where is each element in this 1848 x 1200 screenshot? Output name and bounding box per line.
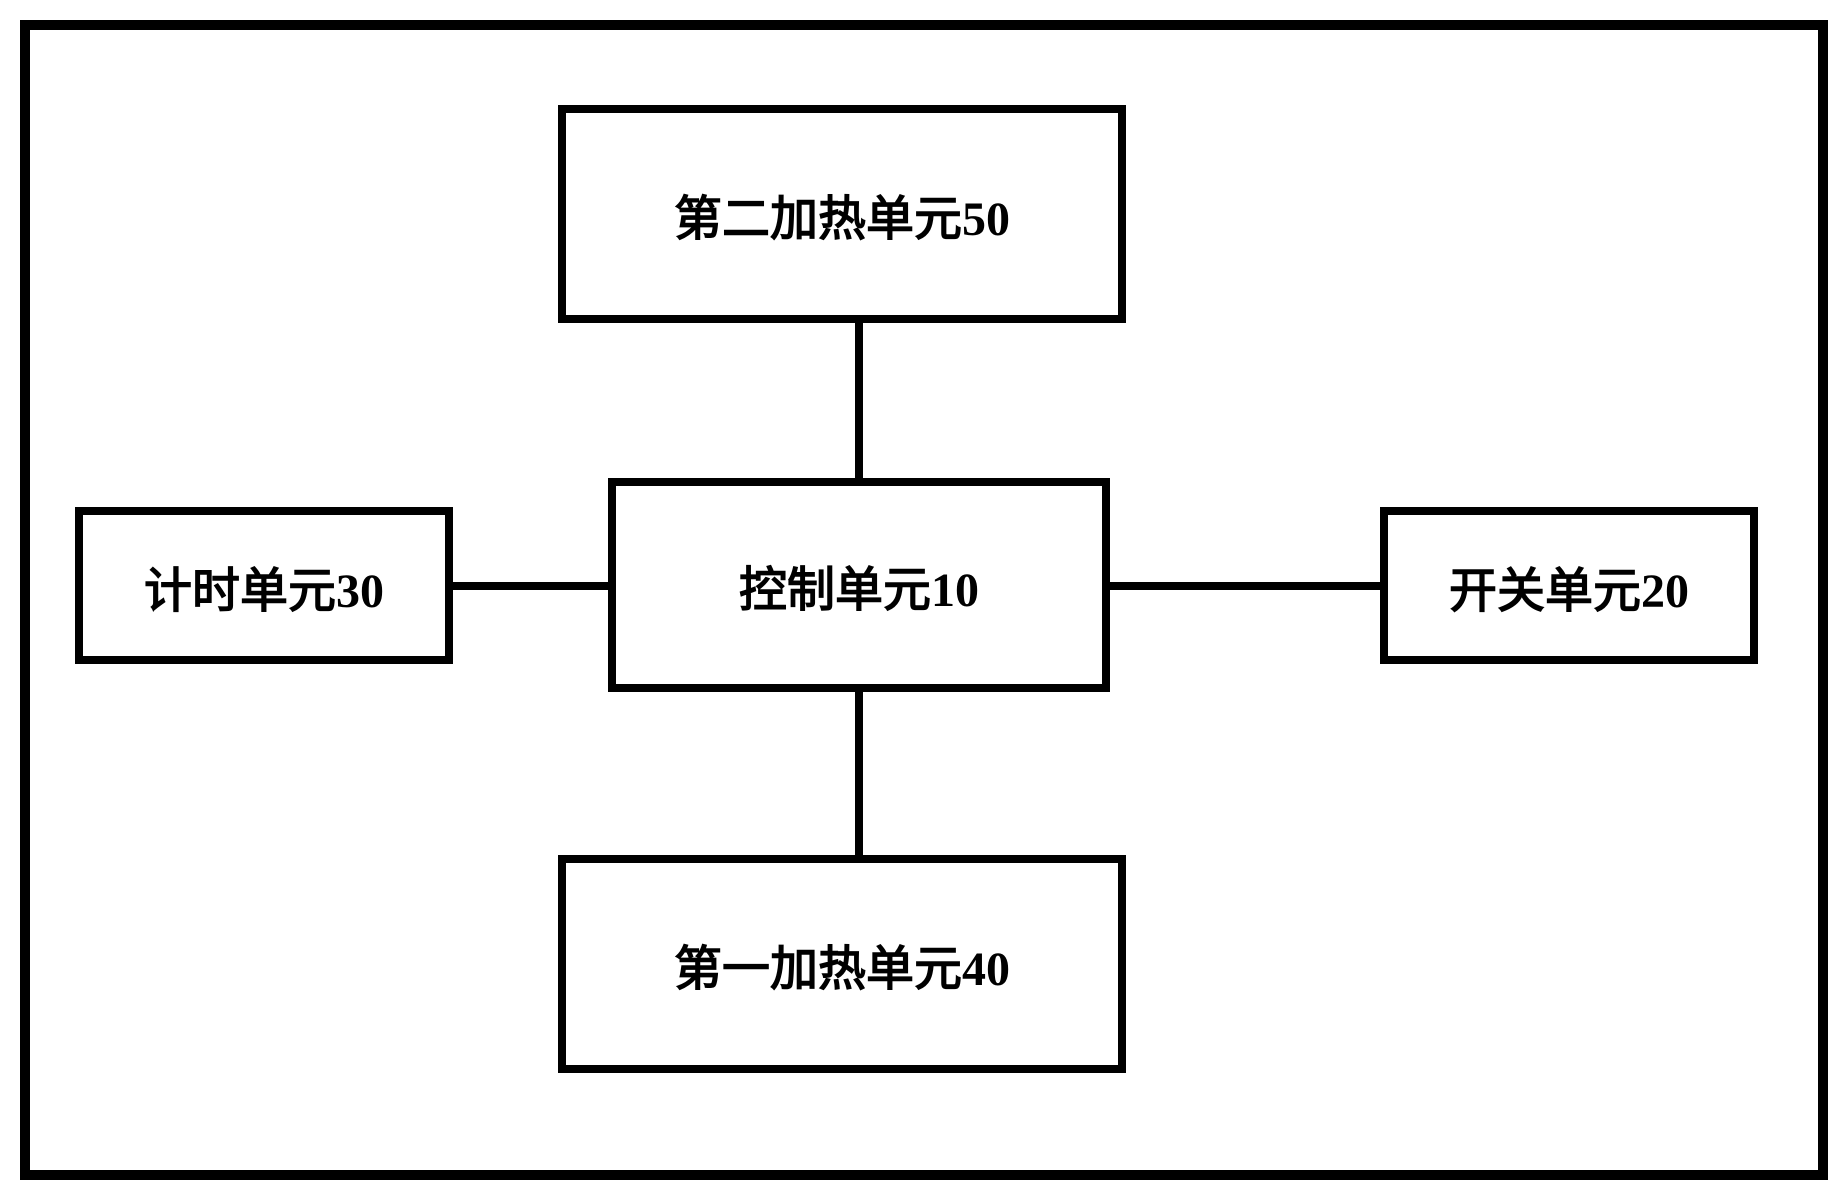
node-heating1: 第一加热单元40 bbox=[558, 855, 1126, 1073]
node-heating1-label: 第一加热单元40 bbox=[674, 929, 1010, 999]
node-timer-label: 计时单元30 bbox=[144, 551, 384, 621]
edge-center-right bbox=[1110, 582, 1380, 590]
node-switch-label: 开关单元20 bbox=[1449, 551, 1689, 621]
edge-left-center bbox=[453, 582, 608, 590]
node-control-label: 控制单元10 bbox=[739, 550, 979, 620]
node-heating2-label: 第二加热单元50 bbox=[674, 179, 1010, 249]
node-timer: 计时单元30 bbox=[75, 507, 453, 664]
edge-top-center bbox=[855, 323, 863, 478]
node-heating2: 第二加热单元50 bbox=[558, 105, 1126, 323]
node-control: 控制单元10 bbox=[608, 478, 1110, 692]
node-switch: 开关单元20 bbox=[1380, 507, 1758, 664]
edge-center-bottom bbox=[855, 692, 863, 855]
